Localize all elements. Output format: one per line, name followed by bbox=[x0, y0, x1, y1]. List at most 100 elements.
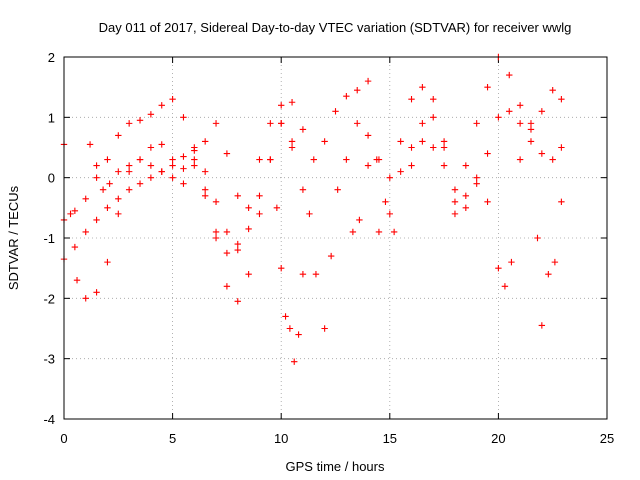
data-point bbox=[125, 120, 133, 127]
data-point bbox=[299, 271, 307, 278]
data-point bbox=[245, 204, 252, 212]
data-point bbox=[86, 141, 94, 148]
data-point bbox=[136, 180, 144, 187]
data-point bbox=[125, 162, 133, 169]
data-point bbox=[234, 246, 241, 254]
data-point bbox=[93, 162, 100, 169]
data-point bbox=[201, 192, 209, 199]
data-point bbox=[440, 138, 448, 145]
data-point bbox=[312, 271, 320, 278]
data-point bbox=[419, 120, 426, 127]
data-point bbox=[545, 271, 552, 278]
x-tick-label: 15 bbox=[383, 431, 397, 446]
data-series-5 bbox=[273, 156, 398, 365]
data-point bbox=[516, 102, 524, 109]
data-point bbox=[223, 228, 231, 236]
data-point bbox=[282, 313, 289, 320]
data-point bbox=[169, 96, 176, 103]
data-point bbox=[451, 210, 459, 218]
data-point bbox=[267, 120, 274, 127]
data-point bbox=[212, 198, 220, 205]
data-point bbox=[93, 289, 100, 296]
data-point bbox=[440, 162, 448, 169]
data-point bbox=[306, 210, 313, 218]
chart-title: Day 011 of 2017, Sidereal Day-to-day VTE… bbox=[99, 20, 572, 35]
data-point bbox=[93, 174, 100, 181]
data-point bbox=[169, 162, 176, 169]
data-point bbox=[180, 180, 187, 187]
data-point bbox=[364, 132, 372, 139]
data-point bbox=[191, 144, 198, 151]
data-series-7 bbox=[375, 108, 565, 236]
data-point bbox=[299, 186, 307, 193]
data-point bbox=[462, 204, 470, 212]
data-point bbox=[115, 168, 122, 175]
data-point bbox=[538, 108, 546, 115]
data-point bbox=[506, 108, 513, 115]
data-point bbox=[382, 198, 389, 205]
data-point bbox=[408, 162, 415, 169]
data-point bbox=[288, 138, 296, 145]
data-point bbox=[473, 180, 480, 187]
data-point bbox=[278, 264, 285, 272]
data-point bbox=[212, 120, 220, 127]
data-point bbox=[408, 144, 415, 151]
data-series bbox=[60, 53, 565, 365]
data-point bbox=[104, 204, 111, 212]
data-point bbox=[419, 138, 426, 145]
data-point bbox=[473, 120, 480, 127]
data-point bbox=[354, 86, 361, 94]
x-tick-labels: 0 5 10 15 20 25 bbox=[60, 431, 614, 446]
data-point bbox=[321, 325, 328, 332]
data-point bbox=[527, 120, 535, 127]
data-point bbox=[310, 156, 317, 163]
data-point bbox=[364, 162, 372, 169]
data-point bbox=[364, 77, 372, 85]
data-point bbox=[354, 120, 361, 127]
data-point bbox=[527, 138, 535, 145]
plot-frame bbox=[63, 56, 608, 420]
data-point bbox=[386, 174, 393, 181]
data-point bbox=[201, 168, 209, 175]
data-point bbox=[223, 249, 231, 257]
x-tick-label: 0 bbox=[60, 431, 67, 446]
data-point bbox=[191, 156, 198, 163]
data-point bbox=[440, 144, 448, 151]
data-point bbox=[327, 252, 335, 260]
data-point bbox=[501, 283, 509, 290]
data-point bbox=[147, 111, 155, 118]
data-point bbox=[180, 165, 187, 172]
y-tick-label: 1 bbox=[48, 110, 55, 125]
data-point bbox=[212, 228, 220, 236]
data-point bbox=[538, 150, 546, 157]
data-point bbox=[82, 195, 89, 202]
data-point bbox=[397, 168, 404, 175]
data-point bbox=[67, 210, 74, 218]
data-point bbox=[147, 174, 155, 181]
data-point bbox=[430, 96, 437, 103]
data-point bbox=[267, 156, 274, 163]
data-point bbox=[506, 71, 513, 79]
data-point bbox=[106, 180, 113, 187]
data-point bbox=[558, 198, 565, 205]
data-point bbox=[558, 144, 565, 151]
data-point bbox=[495, 114, 502, 121]
data-point bbox=[234, 298, 241, 305]
y-tick-label: -4 bbox=[43, 412, 55, 427]
data-point bbox=[234, 192, 241, 199]
data-point bbox=[115, 195, 122, 202]
y-tick-label: -2 bbox=[43, 291, 55, 306]
data-point bbox=[273, 204, 281, 212]
data-point bbox=[234, 240, 241, 248]
data-point bbox=[104, 156, 111, 163]
data-point bbox=[201, 138, 209, 145]
data-point bbox=[484, 83, 491, 91]
data-point bbox=[558, 96, 565, 103]
data-point bbox=[508, 258, 515, 266]
data-point bbox=[147, 162, 155, 169]
data-point bbox=[451, 198, 459, 205]
data-point bbox=[527, 126, 535, 133]
data-series-6 bbox=[354, 53, 565, 205]
data-point bbox=[256, 156, 263, 163]
